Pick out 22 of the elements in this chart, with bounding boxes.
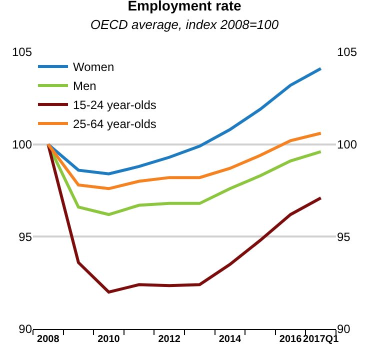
y2-tick-label: 90 (337, 322, 351, 336)
y2-tick-label: 95 (337, 230, 351, 244)
legend-label: Women (73, 60, 114, 74)
x-tick-label: 2017Q1 (303, 334, 340, 345)
y2-tick-label: 105 (337, 45, 358, 60)
x-tick-label: 2008 (37, 334, 60, 345)
legend-label: 25-64 year-olds (73, 117, 156, 132)
line-series (46, 142, 322, 294)
x-tick-label: 2014 (218, 334, 242, 345)
legend-label: Men (73, 79, 96, 94)
y2-tick-label: 100 (337, 138, 358, 152)
y-tick-label: 90 (18, 322, 32, 336)
y-tick-label: 105 (12, 45, 32, 60)
x-tick-label: 2012 (158, 334, 181, 345)
x-tick-label: 2016 (279, 334, 302, 345)
legend-label: 15-24 year-olds (73, 98, 156, 112)
y-tick-label: 95 (18, 230, 32, 244)
y-tick-label: 100 (12, 138, 32, 152)
chart-title: Employment rate (128, 0, 242, 14)
line-series (46, 132, 322, 190)
x-tick-label: 2010 (98, 334, 120, 345)
chart-subtitle: OECD average, index 2008=100 (90, 16, 280, 32)
